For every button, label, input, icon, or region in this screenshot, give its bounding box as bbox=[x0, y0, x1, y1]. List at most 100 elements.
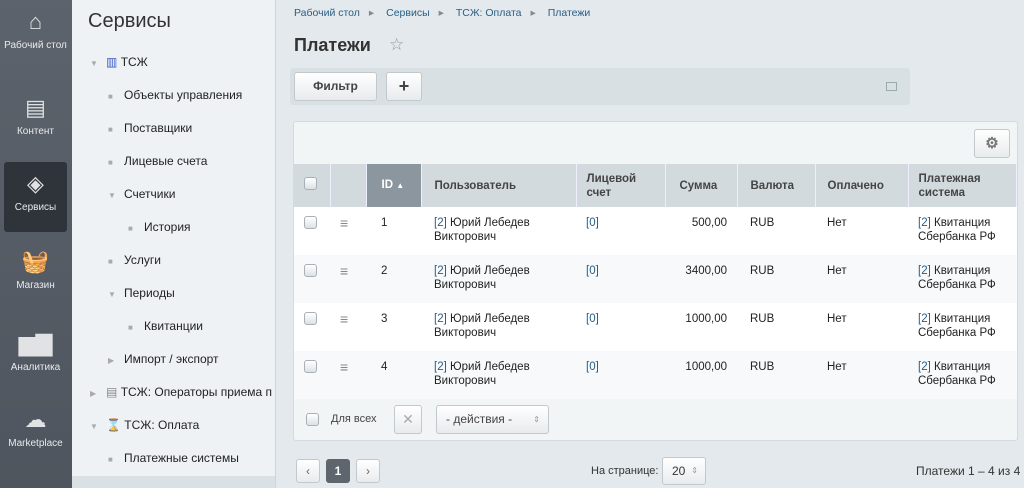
expand-arrow-icon[interactable]: ▼ bbox=[90, 422, 98, 431]
nav-services[interactable]: ◈ Сервисы bbox=[4, 162, 67, 232]
menu-item-selected[interactable] bbox=[72, 476, 275, 488]
cell-id: 1 bbox=[366, 207, 421, 255]
expand-arrow-icon[interactable]: ▼ bbox=[108, 290, 116, 299]
menu-item[interactable]: ■ Объекты управления bbox=[108, 85, 272, 105]
cell-paid: Нет bbox=[815, 303, 908, 351]
menu-item[interactable]: ▼ ⌛ ТСЖ: Оплата bbox=[90, 415, 272, 435]
bullet-icon[interactable]: ■ bbox=[108, 92, 113, 101]
menu-item[interactable]: ■ Услуги bbox=[108, 250, 272, 270]
nav-analytics[interactable]: ▆▇ Аналитика bbox=[4, 330, 67, 400]
table-row[interactable]: ≡ 1 [2] Юрий Лебедев Викторович [0] 500,… bbox=[294, 207, 1017, 255]
bullet-icon[interactable]: ■ bbox=[108, 455, 113, 464]
account-link[interactable]: [0] bbox=[576, 255, 665, 303]
cell-id: 2 bbox=[366, 255, 421, 303]
column-payment-system[interactable]: Платежная система bbox=[908, 164, 1017, 207]
menu-item[interactable]: ■ Платежные системы bbox=[108, 448, 272, 468]
table-row[interactable]: ≡ 4 [2] Юрий Лебедев Викторович [0] 1000… bbox=[294, 351, 1017, 399]
row-checkbox[interactable] bbox=[304, 264, 317, 277]
payments-grid: ⚙ ID ▲ Пользователь Лицевой счет Сумма В… bbox=[293, 121, 1018, 441]
column-user[interactable]: Пользователь bbox=[421, 164, 577, 207]
for-all-checkbox[interactable] bbox=[306, 413, 319, 426]
row-checkbox[interactable] bbox=[304, 312, 317, 325]
column-paid[interactable]: Оплачено bbox=[815, 164, 909, 207]
settings-gear-button[interactable]: ⚙ bbox=[974, 129, 1010, 158]
add-filter-button[interactable]: + bbox=[386, 72, 422, 101]
row-menu-icon[interactable]: ≡ bbox=[330, 303, 366, 351]
select-all-checkbox[interactable] bbox=[304, 177, 317, 190]
close-icon: ✕ bbox=[402, 411, 414, 427]
column-currency[interactable]: Валюта bbox=[737, 164, 816, 207]
row-menu-icon[interactable]: ≡ bbox=[330, 207, 366, 255]
cell-user: Юрий Лебедев Викторович bbox=[434, 217, 530, 243]
menu-item[interactable]: ▼ Периоды bbox=[108, 283, 272, 303]
breadcrumb-item[interactable]: ТСЖ: Оплата bbox=[455, 7, 522, 19]
breadcrumb-item[interactable]: Платежи bbox=[547, 7, 591, 19]
nav-content[interactable]: ▤ Контент bbox=[4, 94, 67, 164]
nav-marketplace[interactable]: ☁ Marketplace bbox=[4, 406, 67, 476]
maximize-icon[interactable] bbox=[886, 82, 897, 91]
nav-shop[interactable]: 🧺 Магазин bbox=[4, 248, 67, 318]
breadcrumb-item[interactable]: Сервисы bbox=[386, 7, 430, 19]
next-page-button[interactable]: › bbox=[356, 459, 380, 483]
menu-item[interactable]: ▶ Импорт / экспорт bbox=[108, 349, 272, 369]
row-checkbox[interactable] bbox=[304, 216, 317, 229]
layers-icon: ◈ bbox=[27, 171, 44, 196]
cell-sum: 500,00 bbox=[665, 207, 737, 255]
prev-page-button[interactable]: ‹ bbox=[296, 459, 320, 483]
row-menu-icon[interactable]: ≡ bbox=[330, 255, 366, 303]
payment-system-link[interactable]: [2] bbox=[918, 265, 931, 277]
bullet-icon[interactable]: ■ bbox=[108, 158, 113, 167]
table-row[interactable]: ≡ 3 [2] Юрий Лебедев Викторович [0] 1000… bbox=[294, 303, 1017, 351]
building-icon: ▥ bbox=[106, 55, 118, 69]
account-link[interactable]: [0] bbox=[576, 303, 665, 351]
actions-select[interactable]: - действия - ⇕ bbox=[436, 405, 549, 434]
row-menu-icon[interactable]: ≡ bbox=[330, 351, 366, 399]
user-link[interactable]: [2] bbox=[434, 265, 447, 277]
account-link[interactable]: [0] bbox=[576, 207, 665, 255]
collapse-arrow-icon[interactable]: ▶ bbox=[108, 356, 115, 365]
basket-icon: 🧺 bbox=[21, 249, 50, 274]
star-icon[interactable]: ☆ bbox=[389, 35, 405, 54]
cell-payment-system: Квитанция Сбербанка РФ bbox=[918, 265, 996, 291]
menu-item[interactable]: ▼ ▥ ТСЖ bbox=[90, 52, 272, 72]
menu-item[interactable]: ■ Лицевые счета bbox=[108, 151, 272, 171]
bullet-icon[interactable]: ■ bbox=[108, 125, 113, 134]
cell-currency: RUB bbox=[737, 303, 815, 351]
collapse-arrow-icon[interactable]: ▶ bbox=[90, 389, 97, 398]
payment-system-link[interactable]: [2] bbox=[918, 313, 931, 325]
select-arrows-icon: ⇕ bbox=[691, 466, 698, 475]
cell-currency: RUB bbox=[737, 207, 815, 255]
delete-button[interactable]: ✕ bbox=[394, 405, 422, 434]
column-account[interactable]: Лицевой счет bbox=[576, 164, 666, 207]
user-link[interactable]: [2] bbox=[434, 313, 447, 325]
menu-item[interactable]: ■ Поставщики bbox=[108, 118, 272, 138]
expand-arrow-icon[interactable]: ▼ bbox=[90, 59, 98, 68]
services-menu: Сервисы ▼ ▥ ТСЖ ■ Объекты управления ■ Постав… bbox=[72, 0, 276, 488]
filter-button[interactable]: Фильтр bbox=[294, 72, 377, 101]
payment-system-link[interactable]: [2] bbox=[918, 361, 931, 373]
nav-desktop[interactable]: ⌂ Рабочий стол bbox=[4, 9, 67, 51]
user-link[interactable]: [2] bbox=[434, 361, 447, 373]
breadcrumb-item[interactable]: Рабочий стол bbox=[294, 7, 360, 19]
cell-user: Юрий Лебедев Викторович bbox=[434, 361, 530, 387]
menu-item[interactable]: ■ Квитанции bbox=[128, 316, 272, 336]
payment-system-link[interactable]: [2] bbox=[918, 217, 931, 229]
cell-payment-system: Квитанция Сбербанка РФ bbox=[918, 313, 996, 339]
column-id[interactable]: ID ▲ bbox=[366, 164, 422, 207]
account-link[interactable]: [0] bbox=[576, 351, 665, 399]
menu-item[interactable]: ▼ Счетчики bbox=[108, 184, 272, 204]
bullet-icon[interactable]: ■ bbox=[128, 323, 133, 332]
column-sum[interactable]: Сумма bbox=[665, 164, 738, 207]
bullet-icon[interactable]: ■ bbox=[108, 257, 113, 266]
table-row[interactable]: ≡ 2 [2] Юрий Лебедев Викторович [0] 3400… bbox=[294, 255, 1017, 303]
menu-item[interactable]: ▶ ▤ ТСЖ: Операторы приема п. bbox=[90, 382, 272, 402]
menu-item[interactable]: ■ История bbox=[128, 217, 272, 237]
row-checkbox[interactable] bbox=[304, 360, 317, 373]
document-icon: ▤ bbox=[25, 95, 46, 120]
user-link[interactable]: [2] bbox=[434, 217, 447, 229]
per-page-select[interactable]: 20 ⇕ bbox=[662, 457, 706, 485]
page-1-button[interactable]: 1 bbox=[326, 459, 350, 483]
expand-arrow-icon[interactable]: ▼ bbox=[108, 191, 116, 200]
bullet-icon[interactable]: ■ bbox=[128, 224, 133, 233]
select-all-header bbox=[294, 164, 331, 207]
